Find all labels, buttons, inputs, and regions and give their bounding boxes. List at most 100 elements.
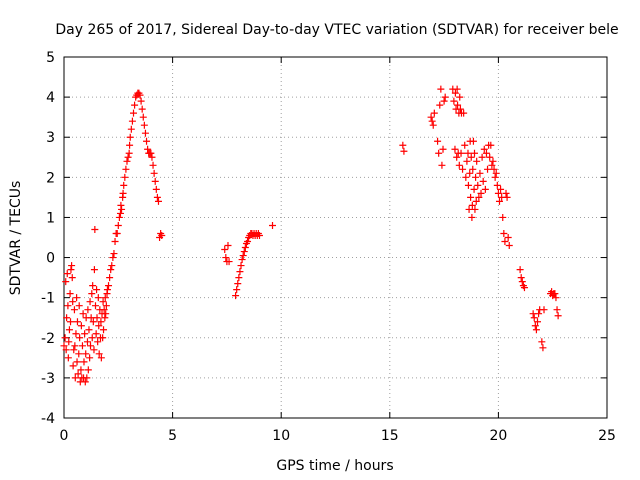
x-tick-label: 25 [598, 428, 616, 444]
data-point [126, 141, 134, 149]
data-point [62, 346, 70, 354]
data-point [77, 322, 85, 330]
data-point [120, 181, 128, 189]
data-point [520, 284, 528, 292]
data-point [400, 147, 408, 155]
data-point [79, 310, 87, 318]
data-point [455, 161, 463, 169]
data-point [92, 330, 100, 338]
data-point [63, 314, 71, 322]
data-point [480, 145, 488, 153]
data-point [471, 205, 479, 213]
data-point [90, 266, 98, 274]
data-point [468, 213, 476, 221]
data-point [115, 213, 123, 221]
data-point [535, 310, 543, 318]
y-tick-label: 5 [46, 50, 55, 66]
data-point [489, 157, 497, 165]
data-point [469, 137, 477, 145]
data-point [221, 246, 229, 254]
y-tick-label: 1 [46, 210, 55, 226]
data-point [463, 157, 471, 165]
data-point [75, 350, 83, 358]
data-point [493, 181, 501, 189]
data-point [88, 334, 96, 342]
data-point [125, 149, 133, 157]
data-point [235, 274, 243, 282]
data-point [430, 109, 438, 117]
data-point [137, 97, 145, 105]
data-point [69, 362, 77, 370]
data-point [237, 262, 245, 270]
data-point [73, 318, 81, 326]
data-point [437, 85, 445, 93]
data-point [91, 225, 99, 233]
data-point [504, 234, 512, 241]
data-point [532, 326, 540, 334]
data-point [91, 302, 99, 310]
data-point [484, 165, 492, 173]
data-point [74, 370, 82, 378]
data-point [152, 185, 160, 193]
data-point [531, 322, 539, 330]
data-point [428, 117, 436, 125]
data-point [500, 229, 508, 237]
data-point [470, 185, 478, 193]
data-point [110, 250, 118, 258]
data-point [518, 278, 526, 286]
data-point [65, 326, 73, 334]
data-point [81, 330, 89, 338]
data-point [494, 189, 502, 197]
data-point [222, 254, 230, 262]
data-point [119, 189, 127, 197]
data-point [499, 213, 507, 221]
data-point [101, 294, 109, 302]
data-point [127, 125, 135, 133]
data-point [429, 121, 437, 129]
data-point [89, 318, 97, 326]
x-tick-label: 0 [60, 428, 69, 444]
data-point [477, 189, 485, 197]
data-point [225, 258, 233, 266]
data-point [464, 181, 472, 189]
data-point [103, 286, 111, 294]
data-point [478, 153, 486, 161]
data-point [462, 173, 470, 181]
data-point [456, 93, 464, 101]
data-point [113, 229, 121, 237]
data-point [491, 173, 499, 181]
data-point [138, 105, 146, 113]
x-tick-label: 20 [489, 428, 507, 444]
data-point [501, 238, 509, 246]
data-point [474, 181, 482, 189]
data-point [63, 270, 71, 278]
data-point [73, 294, 81, 302]
data-point [438, 161, 446, 169]
data-point [238, 256, 246, 264]
data-point [61, 334, 69, 342]
data-point [102, 310, 110, 318]
data-point [466, 169, 474, 177]
data-point [94, 338, 102, 346]
data-point [488, 161, 496, 169]
data-point [475, 193, 483, 201]
data-point [464, 149, 472, 157]
data-point [99, 334, 107, 342]
data-point [86, 342, 94, 350]
data-point [436, 101, 444, 109]
data-point [71, 342, 79, 350]
data-point [70, 306, 78, 314]
data-point [60, 342, 68, 350]
data-point [233, 286, 241, 294]
data-point [435, 149, 443, 157]
data-point [467, 193, 475, 201]
data-point [461, 141, 469, 149]
data-point [102, 302, 110, 310]
data-point [84, 306, 92, 314]
data-point [439, 145, 447, 153]
data-point [85, 326, 93, 334]
data-point [451, 89, 459, 97]
data-point [130, 109, 138, 117]
data-point [239, 252, 247, 260]
data-point [158, 231, 166, 239]
